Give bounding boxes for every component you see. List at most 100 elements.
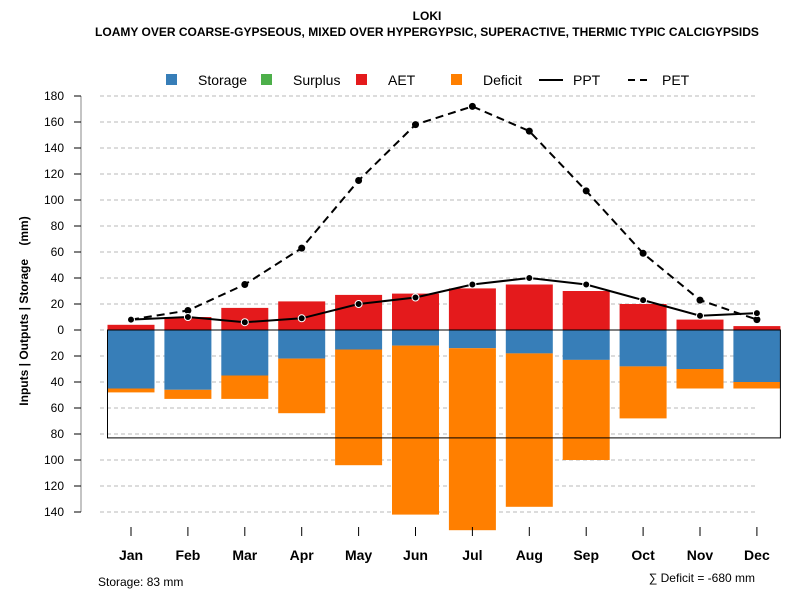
- bar-storage-may: [335, 330, 383, 350]
- y-tick-label: 80: [51, 427, 65, 441]
- legend-label-ppt: PPT: [573, 72, 601, 88]
- bar-storage-apr: [278, 330, 326, 359]
- y-tick-label: 40: [51, 375, 65, 389]
- point-ppt-dec: [752, 309, 761, 318]
- legend-swatch-deficit: [451, 74, 462, 85]
- bar-aet-sep: [562, 291, 610, 330]
- x-tick-label-feb: Feb: [175, 547, 200, 563]
- point-ppt-jul: [468, 280, 477, 289]
- chart-title: LOKI: [413, 9, 442, 23]
- bar-storage-jan: [107, 330, 155, 389]
- bar-deficit-dec: [733, 382, 781, 389]
- y-tick-label: 60: [51, 245, 65, 259]
- x-axis: Jan Feb Mar Apr May Jun Jul Aug Sep Oct Nov Dec: [119, 527, 770, 563]
- legend-label-storage: Storage: [198, 72, 247, 88]
- bar-deficit-jul: [448, 348, 496, 531]
- bar-deficit-jun: [392, 345, 439, 515]
- point-ppt-nov: [696, 311, 704, 320]
- point-pet-jul: [468, 102, 476, 110]
- point-pet-dec: [753, 316, 761, 324]
- bar-deficit-nov: [676, 369, 724, 389]
- y-tick-label: 80: [51, 219, 65, 233]
- bar-deficit-aug: [505, 353, 553, 507]
- legend-swatch-aet: [356, 74, 367, 85]
- y-tick-label: 140: [44, 505, 64, 519]
- y-tick-label: 20: [51, 297, 65, 311]
- y-tick-label: 100: [44, 453, 64, 467]
- bar-storage-dec: [733, 330, 781, 382]
- point-ppt-mar: [240, 318, 249, 327]
- bar-aet-jan: [107, 324, 155, 330]
- legend-swatch-storage: [166, 74, 177, 85]
- chart-subtitle: LOAMY OVER COARSE-GYPSEOUS, MIXED OVER H…: [95, 25, 759, 39]
- legend: Storage Surplus AET Deficit PPT PET: [166, 72, 690, 88]
- point-ppt-oct: [639, 296, 648, 305]
- x-tick-label-may: May: [345, 547, 372, 563]
- point-pet-may: [355, 177, 363, 184]
- bar-storage-mar: [221, 330, 269, 376]
- y-tick-label: 180: [44, 89, 64, 103]
- bar-storage-nov: [676, 330, 724, 369]
- point-ppt-sep: [582, 280, 591, 289]
- bar-deficit-sep: [562, 359, 610, 460]
- y-tick-label: 120: [44, 167, 64, 181]
- bar-storage-jun: [392, 330, 439, 346]
- bars: [107, 284, 781, 531]
- point-ppt-aug: [525, 274, 534, 282]
- y-tick-label: 100: [44, 193, 64, 207]
- y-tick-label: 0: [57, 323, 64, 337]
- bar-aet-dec: [733, 326, 781, 330]
- x-tick-label-jan: Jan: [119, 547, 143, 563]
- legend-label-surplus: Surplus: [293, 72, 340, 88]
- x-tick-label-nov: Nov: [687, 547, 714, 563]
- line-pet: [130, 105, 758, 321]
- bar-deficit-may: [335, 349, 383, 466]
- bar-storage-oct: [619, 330, 667, 367]
- y-axis-label: Inputs | Outputs | Storage (mm): [17, 216, 31, 405]
- bar-storage-feb: [164, 330, 212, 390]
- bar-deficit-apr: [278, 358, 326, 414]
- x-tick-label-mar: Mar: [232, 547, 257, 563]
- point-ppt-feb: [183, 313, 192, 321]
- point-pet-jun: [412, 121, 419, 129]
- point-pet-sep: [582, 187, 590, 195]
- point-ppt-jan: [127, 315, 135, 324]
- y-tick-label: 20: [51, 349, 65, 363]
- bar-aet-nov: [676, 319, 724, 330]
- x-tick-label-dec: Dec: [744, 547, 770, 563]
- point-pet-feb: [184, 307, 192, 314]
- bar-aet-oct: [619, 304, 667, 330]
- y-tick-label: 140: [44, 141, 64, 155]
- bar-storage-sep: [562, 330, 610, 360]
- bar-aet-jul: [448, 288, 496, 330]
- y-tick-label: 120: [44, 479, 64, 493]
- line-ppt: [130, 276, 757, 324]
- lines: [127, 102, 761, 327]
- y-tick-label: 60: [51, 401, 65, 415]
- point-pet-oct: [639, 249, 647, 257]
- y-tick-label: 40: [51, 271, 65, 285]
- bar-aet-aug: [505, 284, 553, 330]
- y-axis: 180 160 140 120 100 80 60 40 20 0 20 40 60 80 100 120 14…: [44, 89, 82, 519]
- point-pet-aug: [525, 127, 533, 135]
- legend-swatch-surplus: [261, 74, 272, 85]
- legend-label-deficit: Deficit: [483, 72, 522, 88]
- legend-label-pet: PET: [662, 72, 690, 88]
- deficit-sum-annotation: ∑ Deficit = -680 mm: [649, 571, 755, 585]
- x-tick-label-jun: Jun: [403, 547, 428, 563]
- x-tick-label-aug: Aug: [516, 547, 543, 563]
- bar-deficit-mar: [221, 375, 269, 399]
- bar-aet-feb: [164, 317, 212, 330]
- bar-storage-jul: [448, 330, 496, 349]
- y-tick-label: 160: [44, 115, 64, 129]
- x-tick-label-jul: Jul: [462, 547, 482, 563]
- x-tick-label-apr: Apr: [290, 547, 315, 563]
- point-pet-nov: [696, 296, 704, 304]
- bar-deficit-jan: [107, 388, 155, 393]
- point-pet-apr: [298, 244, 306, 252]
- x-tick-label-sep: Sep: [573, 547, 599, 563]
- point-pet-mar: [241, 281, 249, 288]
- bar-storage-aug: [505, 330, 553, 354]
- point-ppt-jun: [411, 293, 420, 302]
